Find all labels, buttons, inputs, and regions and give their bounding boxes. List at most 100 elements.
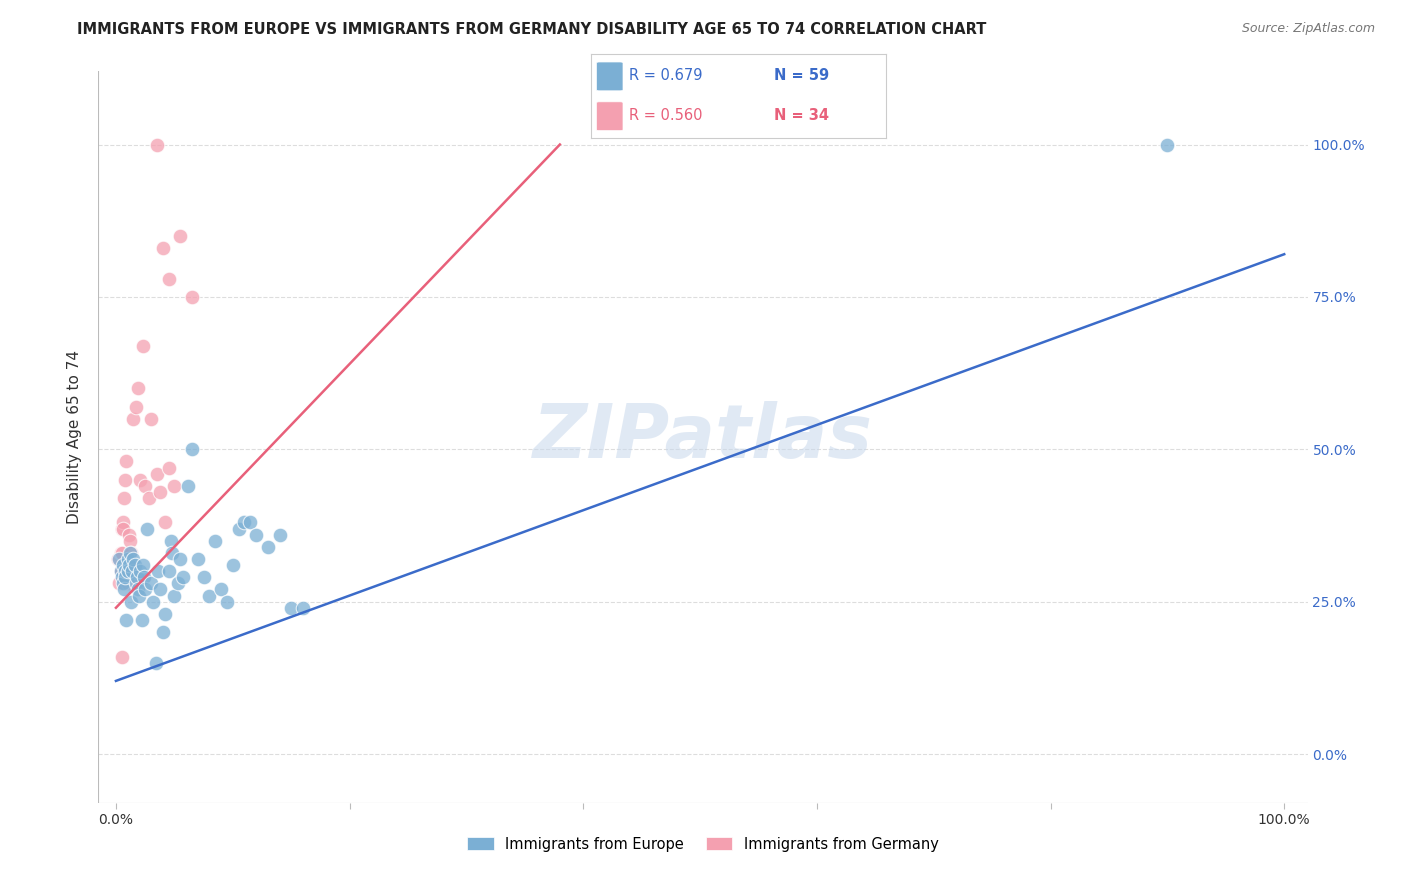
Point — [180, 442, 202, 457]
Point — [128, 589, 150, 603]
Point — [146, 137, 169, 152]
Point — [187, 552, 209, 566]
Point — [111, 649, 134, 664]
Point — [172, 570, 194, 584]
Point — [114, 473, 136, 487]
Point — [215, 594, 238, 608]
Text: R = 0.679: R = 0.679 — [628, 68, 703, 83]
Point — [121, 564, 143, 578]
Point — [160, 546, 183, 560]
Point — [146, 564, 169, 578]
Point — [111, 546, 134, 560]
Point — [111, 558, 134, 573]
Point — [122, 412, 145, 426]
Point — [138, 491, 160, 505]
Point — [125, 570, 148, 584]
Text: N = 59: N = 59 — [773, 68, 828, 83]
Point — [204, 533, 226, 548]
Text: IMMIGRANTS FROM EUROPE VS IMMIGRANTS FROM GERMANY DISABILITY AGE 65 TO 74 CORREL: IMMIGRANTS FROM EUROPE VS IMMIGRANTS FRO… — [77, 22, 987, 37]
Legend: Immigrants from Europe, Immigrants from Germany: Immigrants from Europe, Immigrants from … — [461, 831, 945, 858]
Point — [163, 479, 186, 493]
Point — [157, 460, 180, 475]
Point — [136, 521, 159, 535]
Point — [127, 381, 149, 395]
Point — [280, 600, 302, 615]
Point — [1156, 137, 1178, 152]
Point — [167, 576, 190, 591]
Point — [112, 582, 135, 597]
Text: Source: ZipAtlas.com: Source: ZipAtlas.com — [1241, 22, 1375, 36]
Point — [239, 516, 262, 530]
Point — [115, 613, 138, 627]
Point — [122, 552, 145, 566]
Point — [160, 533, 183, 548]
Point — [132, 570, 155, 584]
Point — [132, 558, 155, 573]
Point — [169, 552, 191, 566]
Point — [108, 576, 131, 591]
Point — [149, 485, 172, 500]
Point — [118, 533, 141, 548]
Text: ZIPatlas: ZIPatlas — [533, 401, 873, 474]
Point — [139, 576, 162, 591]
Point — [233, 516, 256, 530]
Point — [111, 521, 134, 535]
Point — [209, 582, 232, 597]
Point — [193, 570, 215, 584]
Point — [111, 516, 134, 530]
Point — [110, 546, 132, 560]
Point — [180, 290, 202, 304]
Point — [112, 491, 135, 505]
Point — [111, 570, 134, 584]
Point — [124, 558, 146, 573]
Point — [291, 600, 314, 615]
Point — [108, 552, 131, 566]
FancyBboxPatch shape — [596, 102, 623, 130]
Point — [117, 576, 139, 591]
Point — [114, 570, 136, 584]
Point — [131, 613, 153, 627]
Point — [129, 473, 152, 487]
Point — [110, 564, 132, 578]
Point — [107, 552, 129, 566]
Point — [117, 552, 139, 566]
Point — [228, 521, 250, 535]
Point — [256, 540, 278, 554]
Point — [245, 527, 267, 541]
Point — [149, 582, 172, 597]
Point — [142, 594, 165, 608]
Point — [153, 516, 176, 530]
Point — [118, 558, 141, 573]
Text: N = 34: N = 34 — [773, 108, 828, 123]
Point — [222, 558, 245, 573]
Point — [153, 607, 176, 621]
Point — [163, 589, 186, 603]
Point — [110, 564, 132, 578]
Point — [269, 527, 291, 541]
Point — [152, 241, 174, 255]
Point — [139, 412, 162, 426]
Point — [120, 594, 142, 608]
Point — [127, 582, 149, 597]
Point — [117, 564, 139, 578]
Point — [115, 454, 138, 468]
Point — [145, 656, 167, 670]
Point — [114, 564, 136, 578]
Point — [120, 546, 142, 560]
Point — [169, 228, 191, 243]
Point — [118, 546, 141, 560]
Point — [157, 271, 180, 285]
Point — [132, 338, 155, 352]
Point — [129, 564, 152, 578]
Point — [177, 479, 200, 493]
Y-axis label: Disability Age 65 to 74: Disability Age 65 to 74 — [67, 350, 83, 524]
Point — [111, 576, 134, 591]
FancyBboxPatch shape — [596, 62, 623, 91]
Point — [134, 479, 156, 493]
Point — [157, 564, 180, 578]
Point — [125, 576, 148, 591]
Point — [111, 521, 134, 535]
Point — [152, 625, 174, 640]
Point — [198, 589, 221, 603]
Point — [125, 400, 148, 414]
